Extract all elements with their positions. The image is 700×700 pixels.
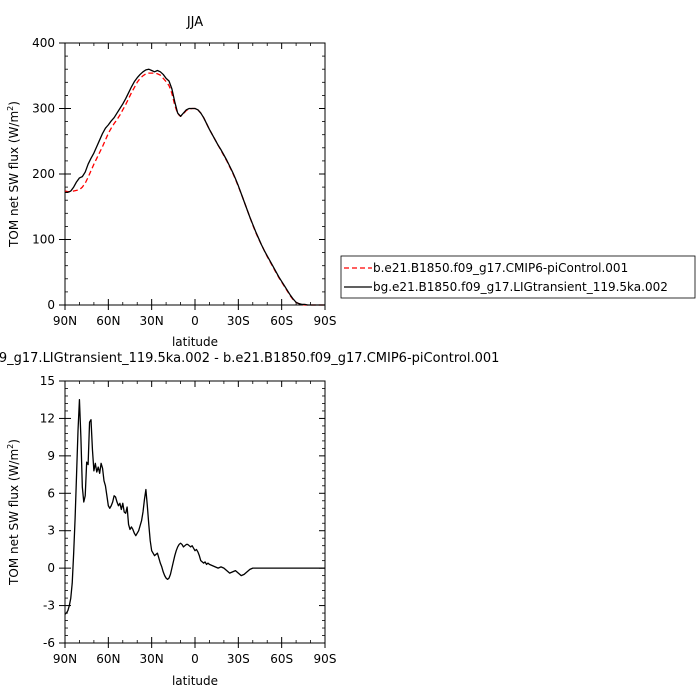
chart-difference: bg.e21.B1850.f09_g17.LIGtransient_119.5k… [0, 351, 499, 688]
x-axis-ticks: 90N 60N 30N 0 30S 60S 90S [53, 381, 337, 666]
x-tick-label: 60S [270, 314, 293, 328]
x-tick-label: 90S [314, 314, 337, 328]
x-axis-label: latitude [172, 335, 218, 349]
y-tick-label: 6 [47, 486, 55, 500]
chart-jja: JJA 0 100 200 300 400 90N 60N 30N 0 30S 60S 90S la… [6, 15, 336, 349]
x-tick-label: 30S [227, 314, 250, 328]
y-axis-label-main: TOM net SW flux (W/m [7, 111, 21, 248]
y-tick-label: 9 [47, 449, 55, 463]
y-tick-label: -3 [43, 599, 55, 613]
y-tick-label: 3 [47, 524, 55, 538]
legend: b.e21.B1850.f09_g17.CMIP6-piControl.001 … [340, 255, 696, 299]
y-tick-label: 15 [40, 374, 55, 388]
y-tick-label: 0 [47, 298, 55, 312]
y-tick-label: 300 [32, 102, 55, 116]
y-axis-ticks: 0 100 200 300 400 [32, 36, 325, 312]
x-tick-label: 30S [227, 652, 250, 666]
y-tick-label: 12 [40, 411, 55, 425]
plot-frame [64, 42, 326, 306]
series-lines [64, 68, 325, 306]
y-axis-label-sup: 2 [6, 444, 15, 449]
x-tick-label: 60S [270, 652, 293, 666]
y-tick-label: 200 [32, 167, 55, 181]
x-tick-label: 0 [191, 652, 199, 666]
y-tick-label: -6 [43, 636, 55, 650]
x-tick-label: 90N [53, 314, 77, 328]
y-axis-label: TOM net SW flux (W/m2) [6, 439, 21, 586]
x-axis-label: latitude [172, 674, 218, 688]
x-tick-label: 0 [191, 314, 199, 328]
y-tick-label: 100 [32, 233, 55, 247]
y-tick-label: 0 [47, 561, 55, 575]
x-tick-label: 90S [314, 652, 337, 666]
x-tick-label: 30N [140, 314, 164, 328]
series-line-1 [64, 399, 325, 615]
legend-label-lig: bg.e21.B1850.f09_g17.LIGtransient_119.5k… [373, 280, 668, 294]
x-axis-ticks: 90N 60N 30N 0 30S 60S 90S [53, 43, 337, 328]
y-axis-label: TOM net SW flux (W/m2) [6, 101, 21, 248]
y-axis-ticks: -6 -3 0 3 6 9 12 15 [40, 374, 325, 650]
x-tick-label: 60N [96, 652, 120, 666]
y-axis-label-main: TOM net SW flux (W/m [7, 449, 21, 586]
y-axis-label-close: ) [7, 439, 21, 444]
x-tick-label: 60N [96, 314, 120, 328]
series-lines [64, 399, 325, 615]
x-tick-label: 30N [140, 652, 164, 666]
plot-frame [64, 380, 326, 644]
chart-title: bg.e21.B1850.f09_g17.LIGtransient_119.5k… [0, 351, 499, 366]
y-axis-label-close: ) [7, 101, 21, 106]
y-tick-label: 400 [32, 36, 55, 50]
chart-title: JJA [186, 15, 203, 30]
series-line-2 [65, 68, 325, 306]
x-tick-label: 90N [53, 652, 77, 666]
legend-box [340, 255, 696, 299]
y-axis-label-sup: 2 [6, 106, 15, 111]
legend-label-control: b.e21.B1850.f09_g17.CMIP6-piControl.001 [373, 261, 628, 275]
